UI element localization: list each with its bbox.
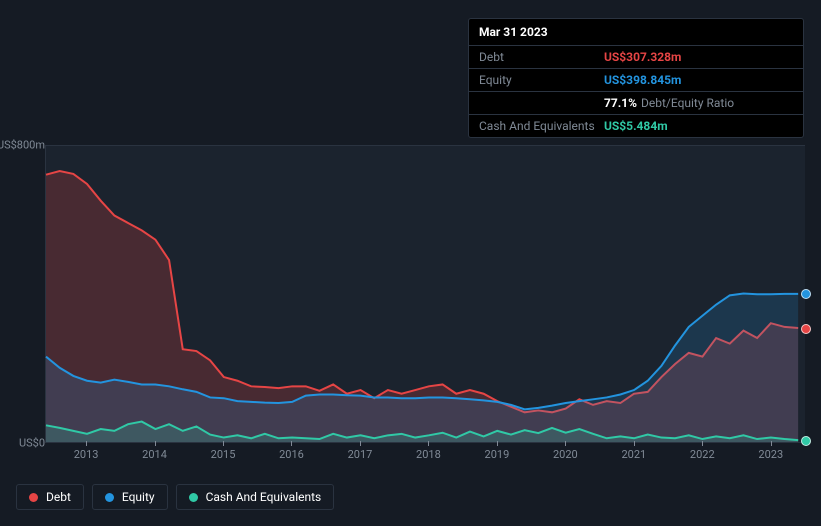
- chart-svg: [46, 145, 805, 442]
- x-tick: [497, 441, 498, 446]
- y-axis-label: US$0: [19, 437, 45, 450]
- end-marker: [801, 289, 811, 299]
- tooltip-label: Debt: [479, 50, 604, 64]
- x-axis-label: 2022: [690, 448, 715, 461]
- y-axis-label: US$800m: [0, 139, 45, 152]
- tooltip-row: EquityUS$398.845m: [469, 69, 803, 92]
- gridline: [46, 145, 805, 146]
- x-axis-label: 2019: [485, 448, 510, 461]
- x-axis-label: 2018: [416, 448, 441, 461]
- x-tick: [565, 441, 566, 446]
- x-axis-label: 2023: [758, 448, 783, 461]
- legend-dot: [105, 493, 114, 502]
- chart-area: US$0US$800m 2013201420152016201720182019…: [16, 125, 805, 470]
- x-tick: [223, 441, 224, 446]
- x-tick: [291, 441, 292, 446]
- x-axis-label: 2020: [553, 448, 578, 461]
- legend-dot: [29, 493, 38, 502]
- tooltip-date: Mar 31 2023: [469, 19, 803, 46]
- tooltip-row: 77.1%Debt/Equity Ratio: [469, 92, 803, 115]
- legend-label: Equity: [122, 490, 155, 504]
- x-tick: [771, 441, 772, 446]
- tooltip-panel: Mar 31 2023 DebtUS$307.328mEquityUS$398.…: [468, 18, 804, 138]
- tooltip-ratio: 77.1%Debt/Equity Ratio: [604, 96, 734, 110]
- legend-label: Debt: [46, 490, 71, 504]
- legend-item-equity[interactable]: Equity: [92, 484, 168, 510]
- x-tick: [86, 441, 87, 446]
- tooltip-label: Cash And Equivalents: [479, 119, 604, 133]
- x-tick: [634, 441, 635, 446]
- x-tick: [360, 441, 361, 446]
- tooltip-row: Cash And EquivalentsUS$5.484m: [469, 115, 803, 137]
- x-tick: [702, 441, 703, 446]
- legend-item-debt[interactable]: Debt: [16, 484, 84, 510]
- x-axis-label: 2021: [621, 448, 646, 461]
- end-marker: [801, 324, 811, 334]
- tooltip-label: Equity: [479, 73, 604, 87]
- legend-label: Cash And Equivalents: [206, 490, 322, 504]
- x-axis-label: 2016: [279, 448, 304, 461]
- x-axis-labels: 2013 2014 2015 2016 2017 2018 2019 2020 2021 2022…: [45, 446, 805, 464]
- x-tick: [155, 441, 156, 446]
- x-axis-label: 2017: [348, 448, 373, 461]
- end-marker: [801, 436, 811, 446]
- tooltip-value: US$398.845m: [604, 73, 681, 87]
- tooltip-rows: DebtUS$307.328mEquityUS$398.845m77.1%Deb…: [469, 46, 803, 137]
- chart-legend: Debt Equity Cash And Equivalents: [16, 484, 334, 510]
- x-axis-label: 2015: [211, 448, 236, 461]
- x-tick: [428, 441, 429, 446]
- tooltip-value: US$307.328m: [604, 50, 681, 64]
- tooltip-value: US$5.484m: [604, 119, 668, 133]
- legend-dot: [189, 493, 198, 502]
- x-axis-label: 2013: [74, 448, 99, 461]
- x-axis-label: 2014: [142, 448, 167, 461]
- chart-plot[interactable]: [45, 145, 805, 443]
- tooltip-row: DebtUS$307.328m: [469, 46, 803, 69]
- legend-item-cash-and-equivalents[interactable]: Cash And Equivalents: [176, 484, 335, 510]
